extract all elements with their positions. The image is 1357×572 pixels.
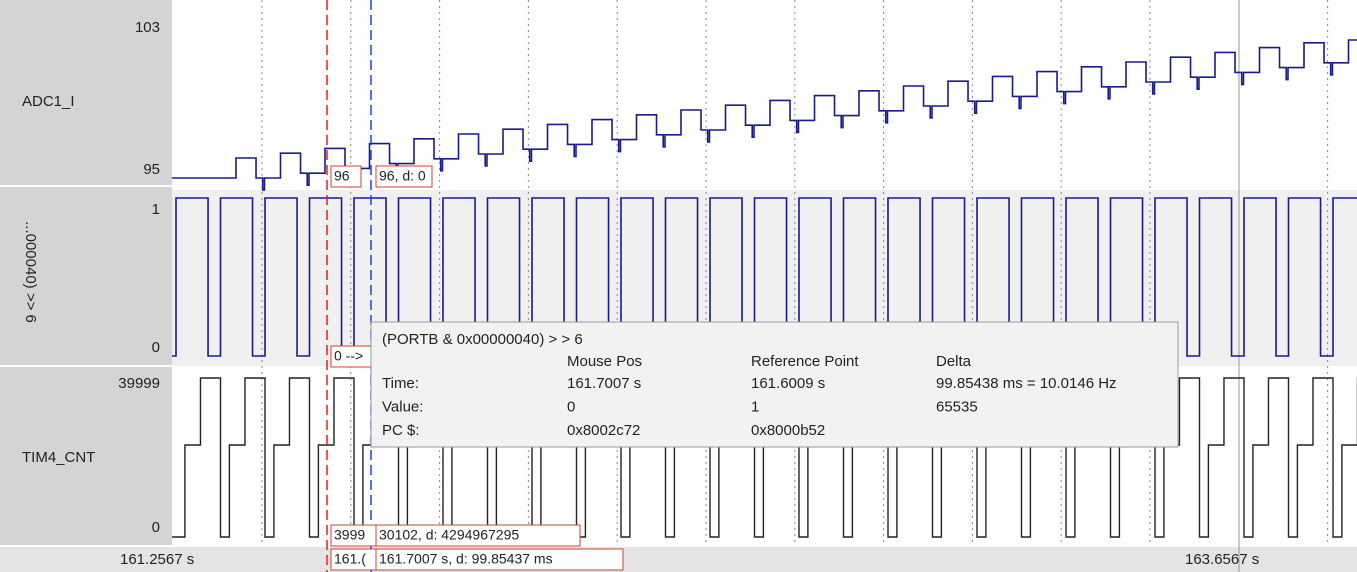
cursor-label: 0 --> [334, 348, 363, 364]
grid [261, 0, 1329, 572]
tooltip-title: (PORTB & 0x00000040) > > 6 [382, 331, 583, 348]
cursor-label-box [375, 524, 581, 547]
scale-min: 95 [143, 161, 160, 178]
tooltip-box [370, 321, 1179, 448]
cursor-labels: 96 96, d: 0 0 --> 3999 30102, d: 4294967295 1… [330, 165, 624, 571]
ref-value: 161.6009 s [751, 375, 825, 392]
delta-value: 99.85438 ms = 10.0146 Hz [936, 375, 1117, 392]
row-label: Time: [382, 375, 419, 392]
cursor-label: 96 [334, 168, 350, 184]
time-axis [0, 547, 1357, 572]
cursor-label: 96, d: 0 [379, 168, 426, 184]
scale-min: 0 [152, 339, 160, 356]
ref-value: 0x8000b52 [751, 422, 825, 439]
scale-max: 103 [135, 19, 160, 36]
cursor-label-box [330, 165, 362, 188]
scale-max: 1 [152, 201, 160, 218]
mouse-value: 161.7007 s [567, 375, 641, 392]
row-label: PC $: [382, 422, 420, 439]
port-wave [172, 197, 1357, 357]
cursor-label-box [375, 165, 433, 188]
cursor-label: 161.( [334, 551, 366, 567]
cursor-label-box [375, 548, 624, 571]
cursor-label: 30102, d: 4294967295 [379, 527, 519, 543]
tooltip-rows: Time: 161.7007 s 161.6009 s 99.85438 ms = 1… [382, 375, 1117, 439]
tooltip-header: Mouse Pos [567, 353, 642, 370]
tooltip-header: Reference Point [751, 353, 859, 370]
time-end: 163.6567 s [1185, 551, 1259, 568]
row-label: Value: [382, 398, 423, 415]
tooltip-header: Delta [936, 353, 972, 370]
scale-max: 39999 [118, 375, 160, 392]
label-panel [0, 0, 172, 572]
mouse-value: 0 [567, 398, 575, 415]
scale-min: 0 [152, 519, 160, 536]
signal-name: TIM4_CNT [22, 449, 95, 466]
signal-name: ADC1_I [22, 93, 75, 110]
delta-value: 65535 [936, 398, 978, 415]
mouse-value: 0x8002c72 [567, 422, 640, 439]
cursor-label: 161.7007 s, d: 99.85437 ms [379, 551, 553, 567]
cursor-label: 3999 [334, 527, 365, 543]
ref-value: 1 [751, 398, 759, 415]
signal-name: ...000040) >> 6 [22, 221, 39, 323]
time-start: 161.2567 s [120, 551, 194, 568]
adc-wave [172, 39, 1357, 191]
tooltip: (PORTB & 0x00000040) > > 6 Mouse Pos Ref… [370, 321, 1179, 448]
